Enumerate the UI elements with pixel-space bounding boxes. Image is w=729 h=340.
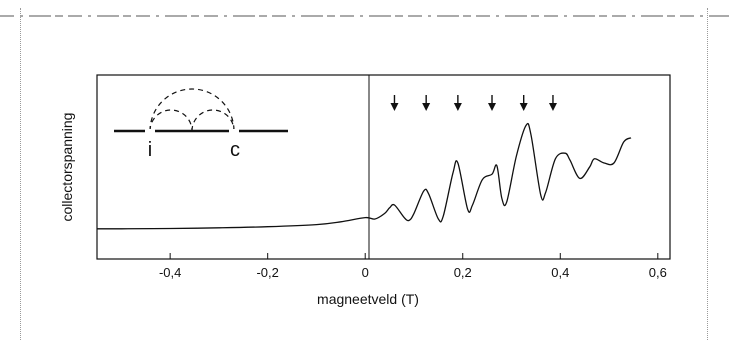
series-point [516, 155, 517, 156]
x-tick-label: 0,4 [551, 265, 569, 280]
series-point [589, 167, 590, 168]
plot-frame [96, 74, 671, 260]
x-tick-labels: -0,4 -0,2 0 0,2 0,4 0,6 [159, 265, 667, 280]
series-point [491, 174, 492, 175]
x-tick-label: 0 [362, 265, 369, 280]
series-point [569, 160, 570, 161]
resonance-arrows [390, 95, 557, 111]
series-point [409, 220, 410, 221]
series-line [96, 122, 632, 230]
series-point [472, 204, 473, 205]
x-tick-label: 0,6 [649, 265, 667, 280]
series-point [267, 226, 268, 227]
series-point [526, 125, 527, 126]
series-point [501, 197, 502, 198]
down-arrow-icon [488, 95, 497, 111]
series-point [496, 165, 497, 166]
series-point [316, 224, 317, 225]
series-point [394, 204, 395, 205]
down-arrow-icon [390, 95, 399, 111]
series-point [545, 192, 546, 193]
x-tick-label: -0,4 [159, 265, 181, 280]
series-point [384, 213, 385, 214]
series-point [389, 207, 390, 208]
down-arrow-icon [453, 95, 462, 111]
series-point [630, 137, 631, 138]
series-point [428, 193, 429, 194]
series-point [438, 218, 439, 219]
series-point [555, 158, 556, 159]
series-point [452, 172, 453, 173]
inset-label-i: i [148, 139, 152, 161]
series-point [540, 195, 541, 196]
down-arrow-icon [519, 95, 528, 111]
series-point [565, 153, 566, 154]
series-point [594, 158, 595, 159]
series-point [443, 216, 444, 217]
y-axis-title: collectorspanning [59, 113, 75, 222]
x-ticks [169, 253, 659, 259]
series-points [96, 125, 631, 230]
series-point [374, 218, 375, 219]
series-point [365, 217, 366, 218]
series-point [413, 213, 414, 214]
focusing-inset-icon: i c [114, 88, 288, 161]
scan-edge-right [707, 8, 709, 340]
series-point [613, 162, 614, 163]
series-point [96, 228, 97, 229]
series-point [423, 190, 424, 191]
series-point [467, 209, 468, 210]
x-axis-title: magneetveld (T) [317, 291, 419, 307]
series-point [218, 227, 219, 228]
x-tick-label: 0,2 [454, 265, 472, 280]
series-point [404, 217, 405, 218]
down-arrow-icon [548, 95, 557, 111]
series-point [579, 178, 580, 179]
series-point [340, 221, 341, 222]
inset-label-c: c [230, 139, 240, 161]
series-point [506, 202, 507, 203]
series-point [457, 162, 458, 163]
down-arrow-icon [422, 95, 431, 111]
x-tick-label: -0,2 [256, 265, 278, 280]
series-point [121, 228, 122, 229]
scan-edge-left [20, 8, 22, 340]
series-point [604, 162, 605, 163]
series-point [170, 228, 171, 229]
series-point [482, 179, 483, 180]
series-point [623, 141, 624, 142]
series-point [530, 134, 531, 135]
